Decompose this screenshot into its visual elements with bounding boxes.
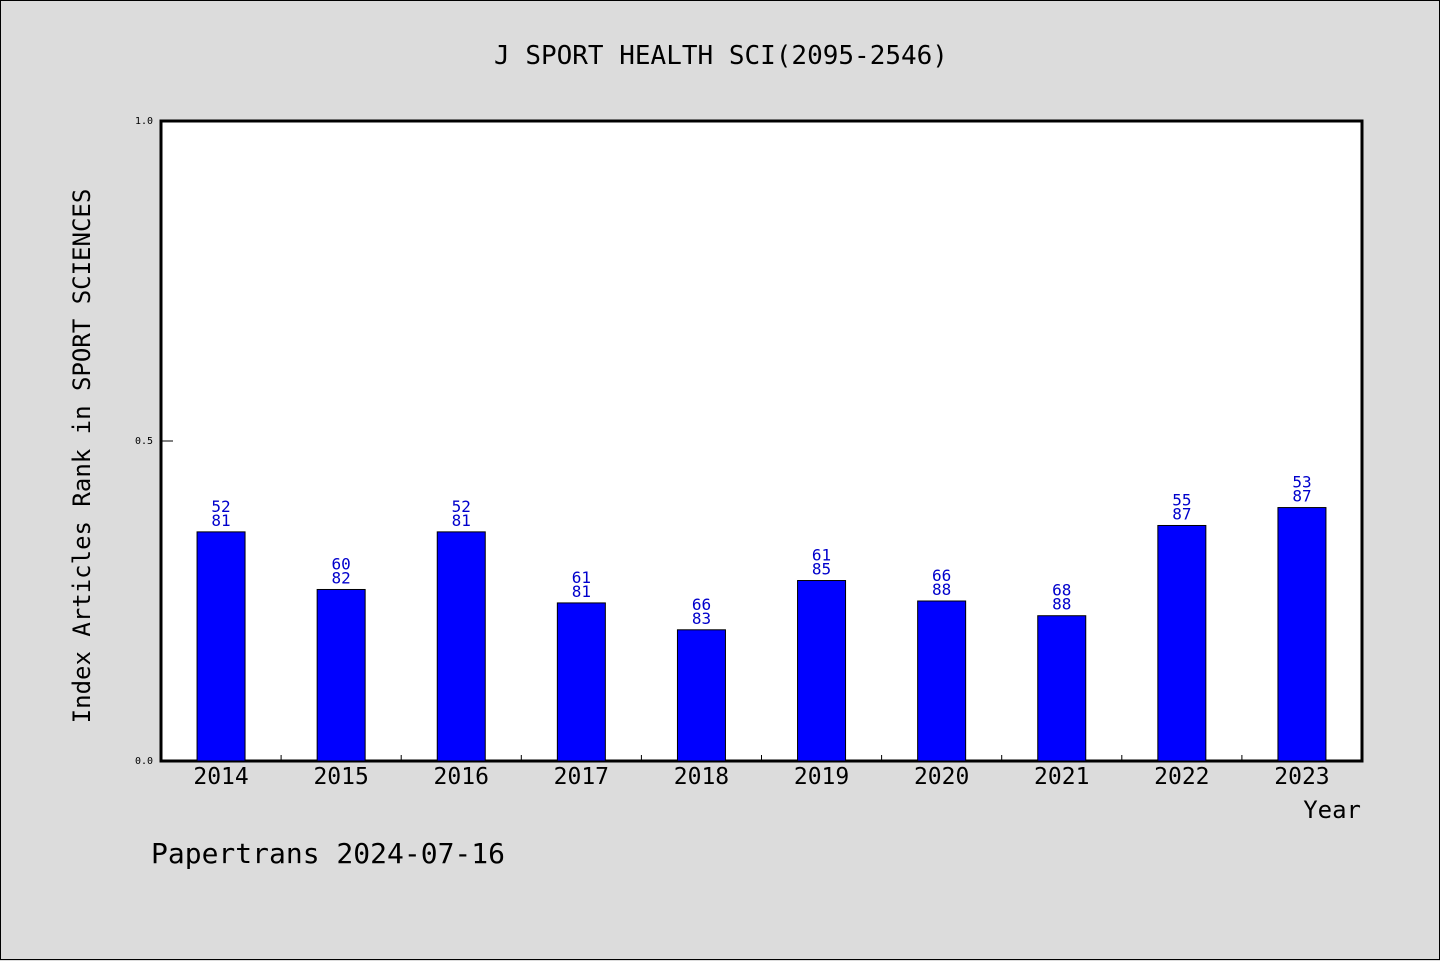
data-label-top-2022: 55 (1172, 490, 1191, 509)
data-label-bottom-2017: 81 (572, 582, 591, 601)
data-label-top-2023: 53 (1292, 473, 1311, 492)
data-label-top-2016: 52 (452, 497, 471, 516)
data-label-top-2019: 61 (812, 546, 831, 565)
data-label-bottom-2022: 87 (1172, 504, 1191, 523)
data-label-top-2018: 66 (692, 595, 711, 614)
data-label-bottom-2019: 85 (812, 560, 831, 579)
data-label-top-2017: 61 (572, 568, 591, 587)
x-tick-label-2017: 2017 (554, 764, 609, 790)
data-label-bottom-2014: 81 (211, 511, 230, 530)
x-tick-label-2021: 2021 (1034, 764, 1089, 790)
bar-2022 (1157, 524, 1207, 762)
bar-2015 (316, 588, 366, 762)
bar-2017 (556, 602, 606, 762)
x-axis-label: Year (1303, 796, 1361, 824)
x-axis: 2014 2015 2016 2017 2018 2019 2020 2021 2022 2023 (193, 755, 1330, 790)
y-axis-label: Index Articles Rank in SPORT SCIENCES (68, 189, 96, 724)
bar-2016 (436, 531, 486, 762)
bar-2020 (917, 600, 967, 762)
bar-2023 (1277, 507, 1327, 762)
data-label-top-2021: 68 (1052, 581, 1071, 600)
data-label-top-2015: 60 (332, 554, 351, 573)
y-axis: 0.0 0.5 1.0 (135, 116, 173, 767)
x-tick-label-2022: 2022 (1154, 764, 1209, 790)
data-label-bottom-2016: 81 (452, 511, 471, 530)
x-tick-label-2020: 2020 (914, 764, 969, 790)
x-tick-label-2014: 2014 (193, 764, 248, 790)
data-label-bottom-2015: 82 (332, 568, 351, 587)
data-label-top-2014: 52 (211, 497, 230, 516)
data-label-bottom-2023: 87 (1292, 487, 1311, 506)
chart-title: J SPORT HEALTH SCI(2095-2546) (494, 41, 948, 71)
bar-2021 (1037, 615, 1087, 762)
x-tick-label-2018: 2018 (674, 764, 729, 790)
y-tick-label-0.5: 0.5 (135, 436, 153, 447)
x-tick-label-2019: 2019 (794, 764, 849, 790)
data-label-bottom-2018: 83 (692, 609, 711, 628)
bar-2018 (676, 629, 726, 762)
x-tick-label-2016: 2016 (434, 764, 489, 790)
x-tick-label-2015: 2015 (313, 764, 368, 790)
bar-2014 (196, 531, 246, 762)
data-label-bottom-2020: 88 (932, 580, 951, 599)
y-tick-label-1.0: 1.0 (135, 116, 153, 127)
data-label-bottom-2021: 88 (1052, 595, 1071, 614)
x-tick-label-2023: 2023 (1274, 764, 1329, 790)
data-label-top-2020: 66 (932, 566, 951, 585)
footer-credit: Papertrans 2024-07-16 (151, 837, 505, 870)
bar-2019 (797, 580, 847, 762)
y-tick-label-0.0: 0.0 (135, 756, 153, 767)
